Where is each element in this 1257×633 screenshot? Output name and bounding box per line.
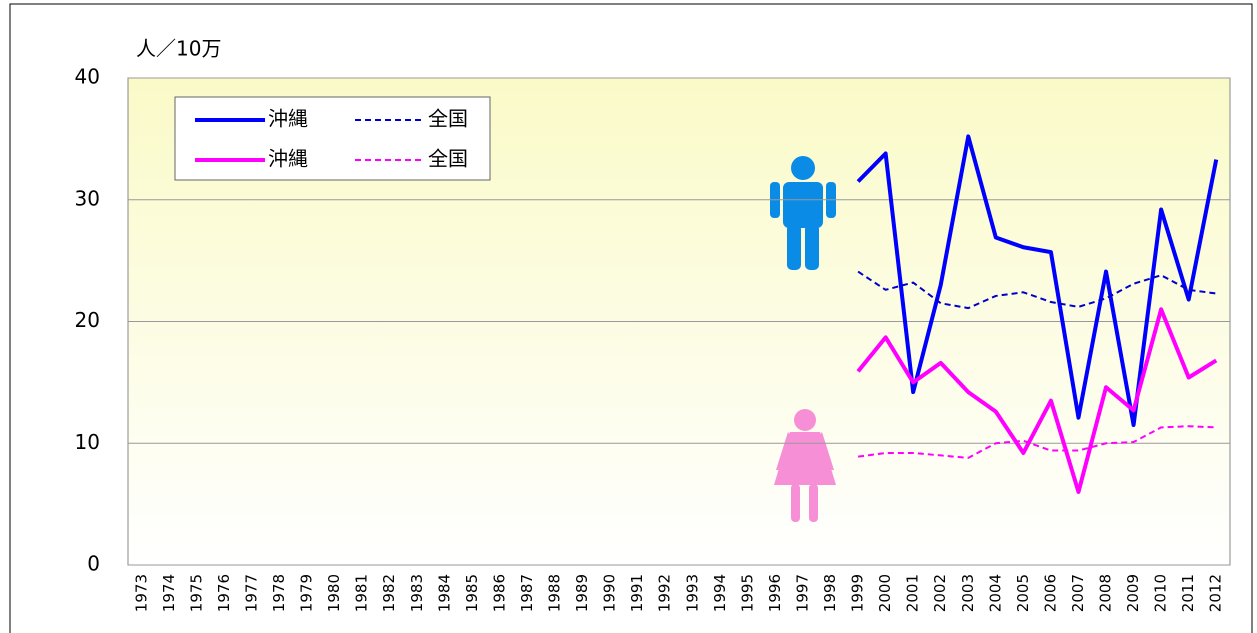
series-line	[856, 134, 1219, 427]
x-tick-label: 1986	[490, 574, 508, 612]
x-tick-label: 1995	[738, 574, 756, 612]
x-tick-label: 1985	[463, 574, 481, 612]
y-tick-label: 10	[75, 430, 100, 454]
x-tick-label: 1990	[601, 574, 619, 612]
x-tick-label: 1973	[132, 574, 150, 612]
x-tick-label: 2005	[1014, 574, 1032, 612]
x-tick-label: 1997	[793, 574, 811, 612]
x-tick-label: 1994	[711, 574, 729, 612]
x-tick-label: 1975	[187, 574, 205, 612]
x-tick-label: 2009	[1124, 574, 1142, 612]
y-tick-label: 0	[87, 552, 100, 576]
x-tick-label: 2000	[876, 574, 894, 612]
x-tick-label: 1987	[518, 574, 536, 612]
x-tick-label: 1978	[270, 574, 288, 612]
x-tick-label: 1982	[380, 574, 398, 612]
x-tick-label: 2012	[1207, 574, 1225, 612]
x-tick-label: 1974	[160, 574, 178, 612]
x-tick-label: 2001	[904, 574, 922, 612]
x-tick-label: 1998	[821, 574, 839, 612]
x-tick-label: 1977	[242, 574, 260, 612]
x-tick-label: 2004	[986, 574, 1004, 612]
series-line	[857, 425, 1217, 459]
female-icon	[774, 409, 836, 522]
y-axis-label: 人／10万	[136, 37, 221, 61]
x-tick-label: 2008	[1097, 574, 1115, 612]
x-tick-label: 1979	[298, 574, 316, 612]
x-tick-label: 1989	[573, 574, 591, 612]
x-tick-label: 2007	[1069, 574, 1087, 612]
x-tick-label: 2011	[1179, 574, 1197, 612]
series-line	[856, 307, 1218, 494]
x-tick-label: 1980	[325, 574, 343, 612]
x-tick-label: 2002	[931, 574, 949, 612]
y-tick-label: 40	[75, 65, 100, 89]
x-tick-label: 1983	[408, 574, 426, 612]
y-tick-label: 20	[75, 308, 100, 332]
x-tick-label: 1991	[628, 574, 646, 612]
x-tick-label: 2010	[1152, 574, 1170, 612]
legend-label: 沖縄	[268, 147, 308, 171]
x-tick-label: 1996	[766, 574, 784, 612]
x-tick-label: 1984	[435, 574, 453, 612]
x-tick-label: 1988	[546, 574, 564, 612]
x-tick-label: 2003	[959, 574, 977, 612]
x-tick-label: 1976	[215, 574, 233, 612]
x-tick-label: 1992	[656, 574, 674, 612]
y-tick-label: 30	[75, 186, 100, 210]
x-tick-label: 1993	[683, 574, 701, 612]
x-tick-label: 2006	[1041, 574, 1059, 612]
series-line	[857, 270, 1217, 310]
legend	[174, 96, 491, 181]
x-tick-label: 1999	[849, 574, 867, 612]
legend-label: 全国	[428, 107, 468, 131]
male-icon	[770, 156, 836, 270]
legend-label: 全国	[428, 147, 468, 171]
legend-label: 沖縄	[268, 107, 308, 131]
x-tick-label: 1981	[353, 574, 371, 612]
